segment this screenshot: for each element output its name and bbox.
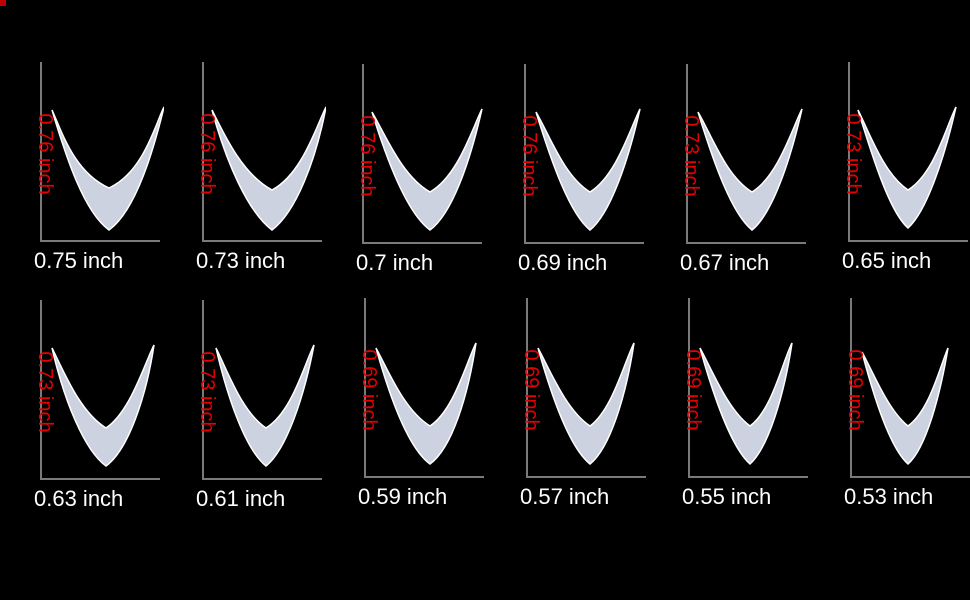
tip-height-label: 0.73 inch (842, 113, 865, 195)
tip-width-label: 0.57 inch (520, 484, 610, 509)
width-axis (40, 240, 160, 242)
height-axis (202, 300, 204, 480)
nail-tip-image (535, 108, 641, 231)
nail-tip-image (51, 106, 164, 231)
width-axis (848, 240, 968, 242)
width-axis (364, 476, 484, 478)
width-axis (202, 478, 322, 480)
height-axis (686, 64, 688, 244)
tip-height-label: 0.73 inch (196, 351, 219, 433)
tip-height-label: 0.69 inch (358, 349, 381, 431)
tip-width-label: 0.7 inch (356, 250, 434, 275)
nail-tip-image (371, 108, 483, 231)
height-axis (524, 64, 526, 244)
tip-width-label: 0.55 inch (682, 484, 772, 509)
width-axis (526, 476, 646, 478)
nail-tip-image (857, 106, 957, 230)
tip-height-label: 0.73 inch (680, 115, 703, 197)
tip-height-label: 0.76 inch (356, 115, 379, 197)
tip-cell-4: 0.76 inch 0.69 inch (518, 64, 674, 294)
tip-height-label: 0.76 inch (196, 113, 219, 195)
tip-width-label: 0.61 inch (196, 486, 286, 511)
tip-cell-12: 0.69 inch 0.53 inch (844, 298, 970, 528)
tip-cell-2: 0.76 inch 0.73 inch (196, 62, 352, 292)
tip-height-label: 0.76 inch (34, 113, 57, 195)
nail-tip-image (537, 342, 635, 465)
tip-height-label: 0.73 inch (34, 351, 57, 433)
height-axis (362, 64, 364, 244)
tip-height-label: 0.69 inch (682, 349, 705, 431)
tip-width-label: 0.65 inch (842, 248, 932, 273)
nail-tip-image (699, 342, 793, 466)
tip-width-label: 0.53 inch (844, 484, 934, 509)
tip-cell-10: 0.69 inch 0.57 inch (520, 298, 676, 528)
height-axis (40, 300, 42, 480)
nail-tip-image (51, 344, 155, 467)
tip-cell-11: 0.69 inch 0.55 inch (682, 298, 838, 528)
tip-width-label: 0.67 inch (680, 250, 770, 275)
tip-width-label: 0.59 inch (358, 484, 448, 509)
tip-height-label: 0.76 inch (518, 115, 541, 197)
tip-width-label: 0.63 inch (34, 486, 124, 511)
height-axis (526, 298, 528, 478)
tip-height-label: 0.69 inch (520, 349, 543, 431)
tip-cell-9: 0.69 inch 0.59 inch (358, 298, 514, 528)
height-axis (40, 62, 42, 242)
width-axis (202, 240, 322, 242)
nail-tip-image (697, 108, 803, 231)
nail-tip-image (215, 344, 315, 467)
nail-tip-image (375, 342, 477, 465)
width-axis (686, 242, 806, 244)
width-axis (688, 476, 808, 478)
width-axis (362, 242, 482, 244)
tip-cell-5: 0.73 inch 0.67 inch (680, 64, 836, 294)
tip-cell-8: 0.73 inch 0.61 inch (196, 300, 352, 530)
height-axis (364, 298, 366, 478)
width-axis (850, 476, 970, 478)
nail-tip-image (861, 347, 949, 466)
height-axis (202, 62, 204, 242)
tip-width-label: 0.73 inch (196, 248, 286, 273)
height-axis (850, 298, 852, 478)
tip-width-label: 0.75 inch (34, 248, 124, 273)
width-axis (40, 478, 160, 480)
height-axis (848, 62, 850, 242)
height-axis (688, 298, 690, 478)
tip-cell-7: 0.73 inch 0.63 inch (34, 300, 190, 530)
tip-cell-1: 0.76 inch 0.75 inch (34, 62, 190, 292)
tip-height-label: 0.69 inch (844, 349, 867, 431)
tip-cell-3: 0.76 inch 0.7 inch (356, 64, 512, 294)
width-axis (524, 242, 644, 244)
nail-tip-image (211, 106, 326, 231)
tip-cell-6: 0.73 inch 0.65 inch (842, 62, 970, 292)
tip-width-label: 0.69 inch (518, 250, 608, 275)
corner-mark (0, 0, 6, 6)
